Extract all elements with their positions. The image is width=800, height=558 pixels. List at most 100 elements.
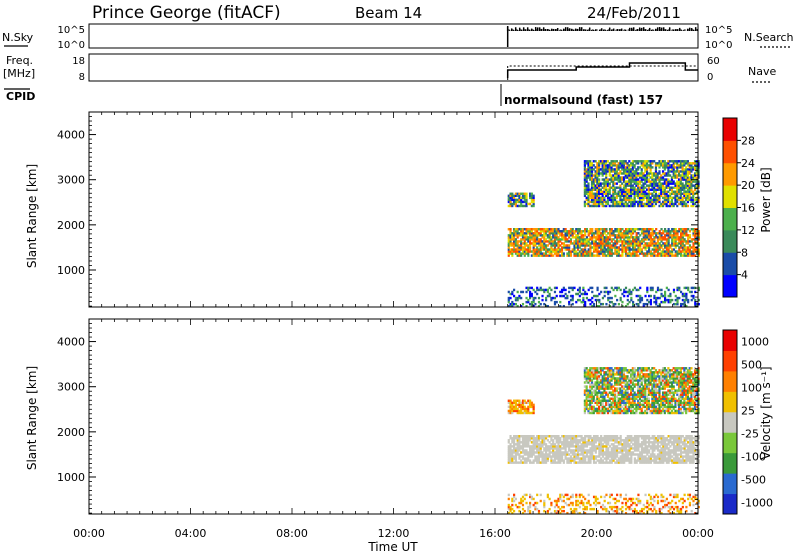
range-cell bbox=[658, 170, 660, 172]
range-cell bbox=[582, 287, 584, 289]
range-cell bbox=[604, 295, 606, 297]
range-cell bbox=[623, 295, 625, 297]
freq-line bbox=[508, 63, 698, 78]
range-cell bbox=[534, 297, 536, 299]
range-cell bbox=[573, 287, 575, 289]
range-cell bbox=[650, 299, 652, 301]
range-cell bbox=[687, 299, 689, 301]
nsky-label: N.Sky bbox=[2, 31, 34, 44]
range-cell bbox=[687, 205, 689, 207]
range-cell bbox=[618, 303, 620, 305]
range-cell bbox=[621, 301, 623, 303]
colorbar-tick-label: 4 bbox=[741, 269, 748, 282]
range-cell bbox=[689, 234, 691, 236]
freq-unit: [MHz] bbox=[3, 67, 35, 80]
colorbar-tick-label: 12 bbox=[741, 224, 755, 237]
range-cell bbox=[584, 301, 586, 303]
range-cell bbox=[598, 299, 600, 301]
range-cell bbox=[538, 297, 540, 299]
freq-label: Freq. bbox=[6, 54, 33, 67]
range-cell bbox=[587, 182, 589, 184]
station-title: Prince George (fitACF) bbox=[92, 3, 281, 23]
range-cell bbox=[549, 293, 551, 295]
colorbar-tick-label: 28 bbox=[741, 134, 755, 147]
colorbar-swatch bbox=[723, 208, 737, 231]
range-cell bbox=[668, 289, 670, 291]
range-cell bbox=[591, 291, 593, 293]
range-cell bbox=[597, 287, 599, 289]
range-cell bbox=[605, 303, 607, 305]
range-cell bbox=[556, 295, 558, 297]
range-cell bbox=[605, 287, 607, 289]
range-cell bbox=[685, 293, 687, 295]
range-cell bbox=[572, 295, 574, 297]
range-cell bbox=[586, 385, 588, 387]
range-cell bbox=[639, 287, 641, 289]
range-cell bbox=[678, 287, 680, 289]
power-panel-frame bbox=[89, 112, 698, 307]
range-cell bbox=[614, 303, 616, 305]
range-cell bbox=[591, 228, 593, 230]
range-cell bbox=[541, 299, 543, 301]
nsky-tick-bottom: 10^0 bbox=[58, 40, 85, 51]
range-cell bbox=[591, 287, 593, 289]
range-cell bbox=[533, 195, 535, 197]
range-cell bbox=[556, 287, 558, 289]
freq-tick-top: 18 bbox=[72, 56, 85, 67]
range-cell bbox=[540, 303, 542, 305]
colorbar-tick-label: 20 bbox=[741, 179, 755, 192]
cpid-text: normalsound (fast) 157 bbox=[504, 93, 663, 107]
range-cell bbox=[694, 299, 696, 301]
range-cell bbox=[616, 299, 618, 301]
range-cell bbox=[593, 303, 595, 305]
colorbar-swatch bbox=[723, 140, 737, 163]
range-cell bbox=[660, 289, 662, 291]
nave-line bbox=[508, 66, 698, 80]
colorbar-swatch bbox=[723, 185, 737, 208]
colorbar-swatch bbox=[723, 163, 737, 186]
y-tick-label: 3000 bbox=[57, 174, 85, 187]
range-cell bbox=[673, 289, 675, 291]
range-cell bbox=[598, 178, 600, 180]
beam-label: Beam 14 bbox=[355, 4, 422, 22]
range-cell bbox=[579, 287, 581, 289]
range-cell bbox=[586, 293, 588, 295]
range-cell bbox=[582, 297, 584, 299]
range-cell bbox=[520, 297, 522, 299]
power-colorbar-label: Power [dB] bbox=[759, 167, 773, 232]
range-cell bbox=[565, 289, 567, 291]
range-cell bbox=[509, 228, 511, 230]
range-cell bbox=[620, 435, 622, 437]
colorbar-swatch bbox=[723, 252, 737, 275]
colorbar-swatch bbox=[723, 230, 737, 253]
range-cell bbox=[600, 291, 602, 293]
velocity-heatmap-cells bbox=[508, 367, 700, 514]
colorbar-swatch bbox=[723, 118, 737, 141]
range-cell bbox=[655, 228, 657, 230]
range-cell bbox=[652, 287, 654, 289]
range-cell bbox=[602, 303, 604, 305]
nsky-tick-top: 10^5 bbox=[58, 25, 85, 36]
range-cell bbox=[541, 295, 543, 297]
range-cell bbox=[625, 287, 627, 289]
date-label: 24/Feb/2011 bbox=[587, 4, 681, 22]
colorbar-tick-label: 8 bbox=[741, 246, 748, 259]
range-cell bbox=[650, 295, 652, 297]
range-cell bbox=[525, 193, 527, 195]
range-cell bbox=[556, 301, 558, 303]
range-cell bbox=[513, 289, 515, 291]
nave-label: Nave bbox=[748, 65, 776, 78]
freq-tick-bottom: 8 bbox=[79, 72, 85, 83]
range-cell bbox=[522, 303, 524, 305]
range-cell bbox=[692, 295, 694, 297]
range-cell bbox=[517, 291, 519, 293]
range-cell bbox=[559, 301, 561, 303]
range-cell bbox=[669, 293, 671, 295]
colorbar-swatch bbox=[723, 275, 737, 298]
range-cell bbox=[687, 287, 689, 289]
range-cell bbox=[522, 291, 524, 293]
nsky-trace bbox=[508, 26, 698, 47]
